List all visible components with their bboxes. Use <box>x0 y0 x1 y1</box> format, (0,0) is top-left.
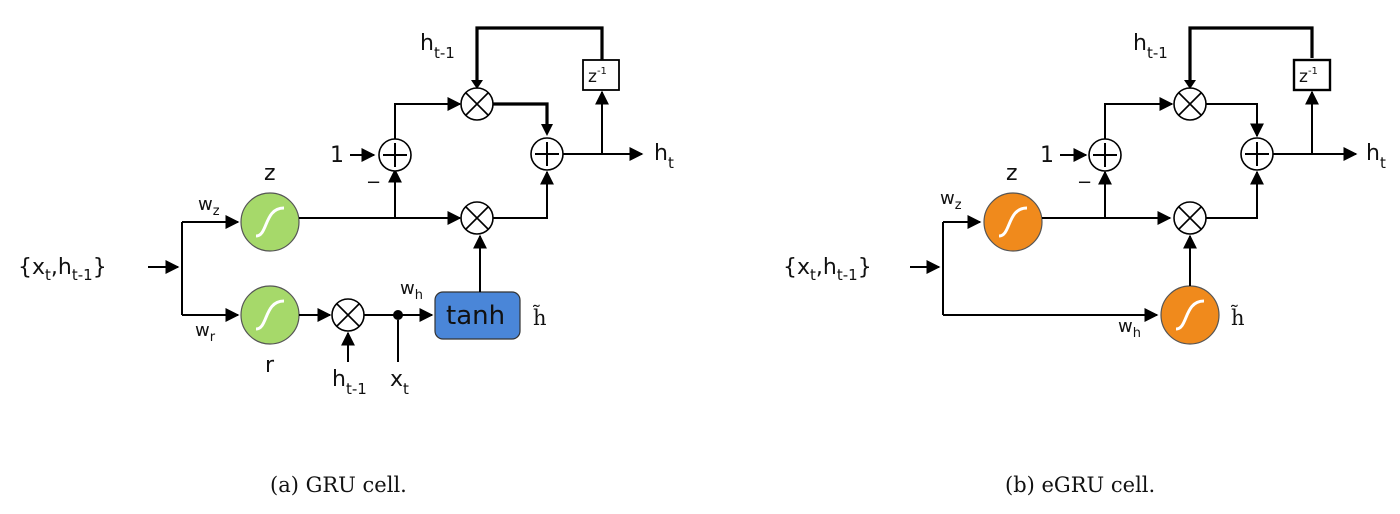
circle-plus-icon <box>535 142 559 166</box>
egru-z-sigmoid <box>983 192 1043 252</box>
gru-h-prev-bottom: ht-1 <box>332 367 367 398</box>
gru-tanh-label: tanh <box>446 301 505 331</box>
egru-feedback-loop <box>1188 26 1314 86</box>
egru-one-label: 1 <box>1040 143 1054 168</box>
gru-feedback-loop <box>475 26 604 86</box>
gru-minus-sign: − <box>366 172 381 193</box>
circle-times-icon <box>1178 206 1202 230</box>
sigmoid-curve-icon <box>998 206 1028 238</box>
circle-times-icon <box>465 92 489 116</box>
egru-one-minus-z-wire <box>1104 97 1174 139</box>
gru-h-prev-top: ht-1 <box>420 31 455 62</box>
gru-caption: (a) GRU cell. <box>270 473 407 497</box>
gru-h-out: ht <box>654 141 674 172</box>
gru-feedback-arrowhead <box>471 80 483 89</box>
sigmoid-curve-icon <box>1175 299 1205 331</box>
egru-h-sigmoid <box>1160 285 1220 345</box>
egru-h-prev-top: ht-1 <box>1133 31 1168 62</box>
gru-cell: {xt,ht-1} wz wr z r 1 − <box>18 26 674 497</box>
egru-wh-label: wh <box>1118 316 1141 341</box>
gru-one-label: 1 <box>330 143 344 168</box>
circle-times-icon <box>1178 92 1202 116</box>
egru-cell: {xt,ht-1} wz wh z h̃ 1 − <box>783 26 1386 497</box>
gru-r-sigmoid <box>240 285 300 345</box>
gru-h-tilde: h̃ <box>533 305 547 330</box>
egru-top-mult-to-add <box>1206 103 1264 138</box>
egru-input-label: {xt,ht-1} <box>783 255 872 284</box>
gru-z-label: z <box>264 161 276 186</box>
gru-concat-junction <box>393 310 403 320</box>
circle-plus-icon <box>1245 142 1269 166</box>
egru-minus-sign: − <box>1077 172 1092 193</box>
egru-z-label: z <box>1006 161 1018 186</box>
circle-times-icon <box>465 206 489 230</box>
gru-bottom-mult-to-add <box>493 170 554 219</box>
egru-delay-box <box>1292 58 1332 92</box>
gru-x-t: xt <box>390 367 409 398</box>
gru-z-sigmoid <box>240 192 300 252</box>
gru-wr-label: wr <box>195 320 216 345</box>
circle-plus-icon <box>383 143 407 167</box>
gru-add-arrowhead-top <box>541 124 553 136</box>
circle-plus-icon <box>1093 143 1117 167</box>
gru-one-minus-z-wire <box>394 97 462 139</box>
egru-caption: (b) eGRU cell. <box>1005 473 1155 497</box>
circle-times-icon <box>336 303 360 327</box>
egru-wz-label: wz <box>940 188 962 213</box>
delay-box-icon: z-1 <box>588 66 607 87</box>
gru-input-label: {xt,ht-1} <box>18 255 107 284</box>
egru-feedback-arrowhead <box>1184 80 1196 89</box>
gru-top-mult-to-add <box>493 102 549 128</box>
delay-box-icon: z-1 <box>1299 66 1318 87</box>
sigmoid-curve-icon <box>255 206 285 238</box>
egru-h-tilde: h̃ <box>1231 305 1245 330</box>
gru-r-label: r <box>265 353 275 378</box>
gru-wz-label: wz <box>198 194 220 219</box>
sigmoid-curve-icon <box>255 299 285 331</box>
gru-delay-box <box>582 59 620 91</box>
gru-wh-label: wh <box>400 278 423 303</box>
gru-tanh-box <box>434 291 521 340</box>
egru-bottom-mult-to-add <box>1206 170 1264 219</box>
egru-h-out: ht <box>1366 141 1386 172</box>
